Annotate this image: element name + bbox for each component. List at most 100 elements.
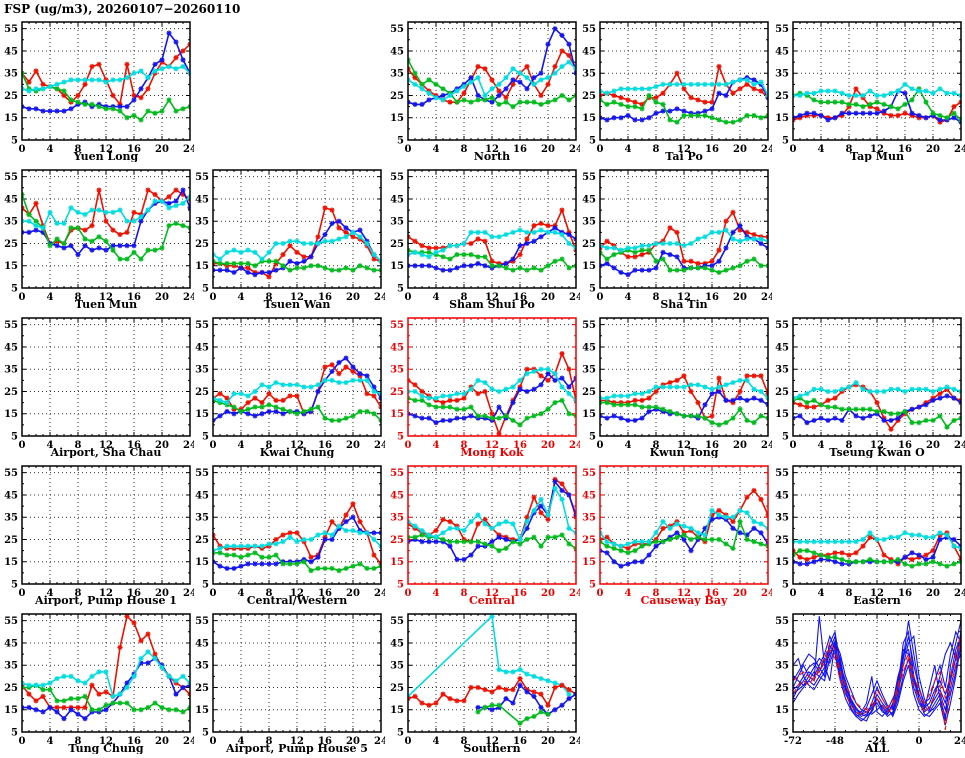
x-tick-label: 0 bbox=[405, 440, 412, 451]
x-tick-label: 16 bbox=[705, 588, 719, 599]
y-tick-label: 25 bbox=[775, 535, 789, 546]
chart-title: Tsuen Wan bbox=[264, 298, 331, 310]
series-green-markers bbox=[600, 519, 768, 556]
x-tick-label: 4 bbox=[433, 736, 440, 747]
x-tick-label: 24 bbox=[761, 144, 772, 155]
x-tick-label: 4 bbox=[625, 440, 632, 451]
y-tick-label: 5 bbox=[397, 728, 404, 739]
series-cyan-markers bbox=[408, 227, 576, 260]
y-tick-label: 15 bbox=[775, 705, 789, 716]
y-tick-label: 45 bbox=[195, 490, 209, 501]
x-tick-label: 20 bbox=[155, 588, 169, 599]
x-tick-label: 12 bbox=[677, 292, 691, 303]
y-tick-label: 25 bbox=[195, 239, 209, 250]
series-blue-line bbox=[793, 631, 961, 719]
chart-title: Central/Western bbox=[247, 594, 347, 606]
x-tick-label: 8 bbox=[846, 144, 853, 155]
x-tick-label: 8 bbox=[266, 440, 273, 451]
y-tick-label: 35 bbox=[390, 69, 404, 80]
x-tick-label: 4 bbox=[238, 736, 245, 747]
chart-title: Kwun Tong bbox=[650, 446, 719, 458]
x-tick-label: 12 bbox=[99, 292, 113, 303]
series-blue-line bbox=[793, 616, 961, 722]
y-tick-label: 25 bbox=[4, 239, 18, 250]
series-cyan-markers bbox=[600, 227, 768, 253]
chart-title: ALL bbox=[864, 742, 889, 754]
x-tick-label: 0 bbox=[405, 588, 412, 599]
y-tick-label: 15 bbox=[195, 261, 209, 272]
y-tick-label: 45 bbox=[582, 342, 596, 353]
x-tick-label: 12 bbox=[290, 736, 304, 747]
x-tick-label: 16 bbox=[513, 588, 527, 599]
chart-svg-mong-kok: 5 15 25 35 45 55 0 4 8 12 16 20 24 Mong Kok bbox=[390, 317, 583, 459]
y-tick-label: 35 bbox=[582, 365, 596, 376]
x-tick-label: 0 bbox=[405, 292, 412, 303]
x-tick-label: 12 bbox=[677, 588, 691, 599]
chart-title: Sham Shui Po bbox=[449, 298, 535, 310]
chart-svg-tuen-mun: 5 15 25 35 45 55 0 4 8 12 16 20 24 Tuen Mun bbox=[4, 169, 197, 311]
x-tick-label: 4 bbox=[47, 440, 54, 451]
chart-svg-southern: 5 15 25 35 45 55 0 4 8 12 16 20 24 Southern bbox=[390, 613, 583, 755]
y-tick-label: 55 bbox=[582, 320, 596, 331]
y-tick-label: 45 bbox=[390, 638, 404, 649]
x-tick-label: 8 bbox=[75, 440, 82, 451]
y-tick-label: 55 bbox=[4, 468, 18, 479]
y-tick-label: 5 bbox=[397, 580, 404, 591]
x-tick-label: 0 bbox=[19, 144, 26, 155]
y-tick-label: 15 bbox=[582, 113, 596, 124]
y-tick-label: 25 bbox=[390, 239, 404, 250]
y-tick-label: 55 bbox=[195, 172, 209, 183]
series-blue-markers bbox=[22, 655, 190, 722]
y-tick-label: 5 bbox=[397, 432, 404, 443]
x-tick-label: 24 bbox=[954, 440, 965, 451]
chart-svg-yuen-long: 5 15 25 35 45 55 0 4 8 12 16 20 24 Yuen Long bbox=[4, 21, 197, 163]
series-cyan-markers bbox=[793, 530, 961, 551]
y-tick-label: 5 bbox=[782, 580, 789, 591]
x-tick-label: 20 bbox=[346, 440, 360, 451]
y-tick-label: 25 bbox=[4, 91, 18, 102]
y-tick-label: 35 bbox=[195, 513, 209, 524]
y-tick-label: 5 bbox=[11, 580, 18, 591]
series-cyan-markers bbox=[793, 81, 961, 99]
x-tick-label: -48 bbox=[826, 736, 844, 747]
x-tick-label: 20 bbox=[541, 144, 555, 155]
x-tick-label: 16 bbox=[513, 440, 527, 451]
x-tick-label: 8 bbox=[75, 292, 82, 303]
chart-svg-north: 5 15 25 35 45 55 0 4 8 12 16 20 24 North bbox=[390, 21, 583, 163]
x-tick-label: 4 bbox=[238, 440, 245, 451]
y-tick-label: 45 bbox=[390, 490, 404, 501]
y-tick-label: 15 bbox=[582, 409, 596, 420]
y-tick-label: 55 bbox=[390, 24, 404, 35]
chart-tap-mun: 5 15 25 35 45 55 0 4 8 12 16 20 24 Tap Mun bbox=[771, 14, 965, 163]
x-tick-label: 8 bbox=[461, 144, 468, 155]
x-tick-label: 16 bbox=[318, 588, 332, 599]
x-tick-label: 20 bbox=[541, 736, 555, 747]
y-tick-label: 35 bbox=[582, 513, 596, 524]
chart-all: 5 15 25 35 45 55 -72 -48 -24 0 24 ALL bbox=[771, 606, 965, 755]
y-tick-label: 35 bbox=[195, 217, 209, 228]
y-tick-label: 35 bbox=[390, 513, 404, 524]
chart-southern: 5 15 25 35 45 55 0 4 8 12 16 20 24 Southern bbox=[386, 606, 583, 755]
chart-svg-kwun-tong: 5 15 25 35 45 55 0 4 8 12 16 20 24 Kwun Tong bbox=[582, 317, 775, 459]
x-tick-label: 24 bbox=[183, 144, 194, 155]
chart-tuen-mun: 5 15 25 35 45 55 0 4 8 12 16 20 24 Tuen Mun bbox=[0, 162, 197, 311]
series-cyan-markers bbox=[600, 377, 768, 401]
x-tick-label: 12 bbox=[485, 736, 499, 747]
chart-sham-shui-po: 5 15 25 35 45 55 0 4 8 12 16 20 24 Sham Shui Po bbox=[386, 162, 583, 311]
y-tick-label: 45 bbox=[582, 490, 596, 501]
x-tick-label: 0 bbox=[405, 144, 412, 155]
x-tick-label: 4 bbox=[625, 144, 632, 155]
x-tick-label: 12 bbox=[677, 144, 691, 155]
x-tick-label: 12 bbox=[99, 440, 113, 451]
chart-title: North bbox=[474, 150, 510, 162]
chart-title: Tap Mun bbox=[850, 150, 904, 162]
y-tick-label: 25 bbox=[4, 535, 18, 546]
x-tick-label: 20 bbox=[926, 588, 940, 599]
y-tick-label: 5 bbox=[589, 284, 596, 295]
x-tick-label: 16 bbox=[513, 144, 527, 155]
x-tick-label: 16 bbox=[705, 440, 719, 451]
x-tick-label: 20 bbox=[926, 144, 940, 155]
y-tick-label: 45 bbox=[195, 194, 209, 205]
y-tick-label: 25 bbox=[390, 91, 404, 102]
y-tick-label: 45 bbox=[390, 194, 404, 205]
